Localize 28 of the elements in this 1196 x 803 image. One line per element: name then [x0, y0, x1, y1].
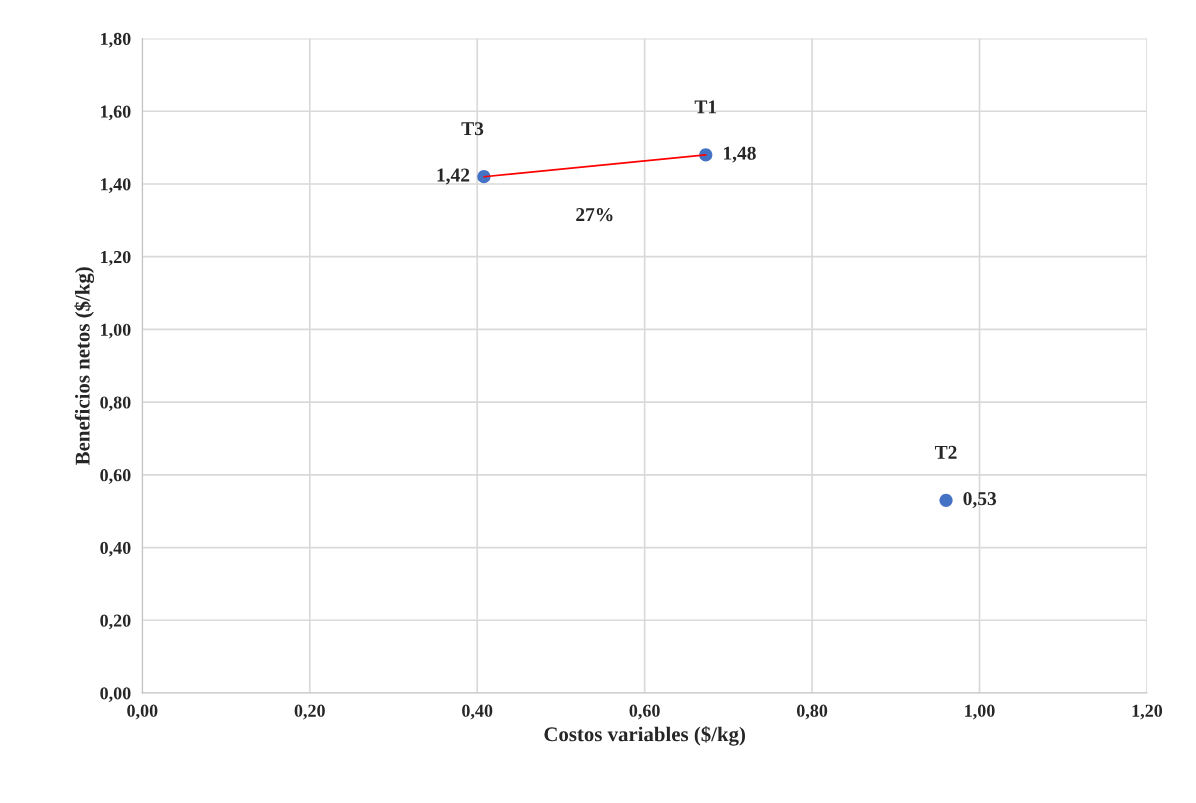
x-tick-label: 1,20	[1132, 704, 1163, 720]
x-tick-label: 0,80	[796, 704, 828, 720]
x-tick-label: 0,40	[462, 704, 493, 720]
y-tick-label: 0,60	[100, 469, 131, 484]
point	[939, 493, 953, 507]
data-label: 1,48	[723, 146, 756, 163]
y-tick-label: 1,60	[101, 105, 131, 121]
y-tick-label: 1,20	[101, 250, 131, 266]
annotation: T3	[461, 122, 484, 136]
y-tick-label: 0,40	[100, 541, 131, 557]
x-tick-label: 0,00	[127, 704, 158, 720]
x-tick-label: 0,60	[629, 704, 660, 720]
data-label: 1,42	[437, 168, 470, 185]
annotation: T1	[694, 100, 717, 114]
y-tick-label: 0,20	[100, 614, 131, 630]
x-tick-label: 0,20	[294, 704, 325, 720]
y-tick-label: 1,00	[101, 323, 131, 339]
y-tick-label: 0,80	[100, 396, 131, 412]
x-tick-label: 1,00	[965, 704, 995, 720]
y-tick-label: 1,80	[101, 32, 131, 48]
data-label: 0,53	[963, 492, 997, 508]
annotation: 27%	[576, 208, 613, 222]
point	[477, 170, 491, 184]
y-tick-label: 0,00	[100, 687, 131, 703]
x-axis-title: Costos variables ($/kg)	[544, 726, 745, 746]
annotation: T2	[934, 445, 957, 459]
y-axis-title: Beneficios netos ($/kg)	[74, 267, 95, 465]
y-tick-label: 1,40	[101, 178, 131, 194]
